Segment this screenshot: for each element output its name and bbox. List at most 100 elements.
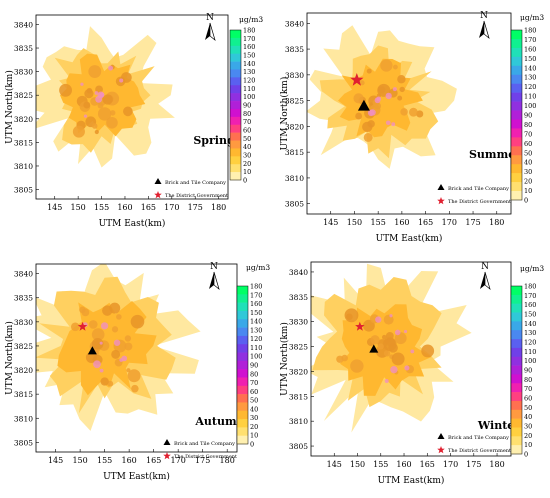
colorbar-tick-label: 10 (524, 441, 532, 449)
colorbar-segment (230, 61, 241, 70)
contour-hotspot-high (93, 360, 101, 369)
colorbar-segment (511, 164, 522, 174)
x-tick-label: 155 (97, 456, 112, 465)
colorbar-segment (511, 312, 522, 322)
colorbar-tick-label: 120 (524, 339, 536, 347)
y-tick-label: 3810 (285, 174, 304, 183)
colorbar-tick-label: 50 (250, 397, 258, 405)
government-marker (355, 321, 365, 331)
colorbar-segment (230, 116, 241, 126)
colorbar-tick-label: 140 (524, 320, 536, 328)
y-tick-label: 3830 (14, 68, 33, 77)
contour-hotspot (350, 359, 364, 373)
colorbar-segment (237, 394, 248, 403)
contour-hotspot (124, 335, 132, 342)
contour-hotspot (353, 93, 364, 104)
red-star-icon (154, 191, 162, 199)
colorbar-frame (236, 285, 249, 445)
colorbar-segment (511, 74, 522, 84)
x-tick-label: 165 (146, 456, 161, 465)
colorbar-segment (237, 369, 248, 378)
colorbar-tick-label: 110 (524, 93, 536, 101)
contour-hotspot (91, 338, 104, 350)
contour-hotspot-high (410, 349, 415, 354)
y-tick-label: 3805 (289, 442, 308, 451)
colorbar-tick-label: 150 (243, 52, 255, 60)
y-tick-label: 3835 (289, 293, 308, 302)
x-tick-label: 175 (188, 203, 203, 212)
contour-hotspot (100, 377, 109, 386)
red-star-icon (437, 197, 445, 205)
x-tick-label: 150 (72, 456, 87, 465)
x-tick-label: 145 (327, 460, 342, 469)
north-label: N (210, 262, 218, 272)
colorbar-segment (511, 92, 522, 102)
north-arrow-icon (479, 21, 484, 38)
y-tick-label: 3825 (14, 91, 33, 100)
contour-hotspot (123, 106, 133, 117)
colorbar-tick-label: 180 (524, 283, 536, 291)
colorbar-unit: μg/m3 (520, 264, 544, 273)
y-tick-label: 3815 (285, 148, 304, 157)
colorbar-segment (230, 108, 241, 118)
colorbar-segment (237, 302, 248, 312)
season-title: Autumn (194, 415, 244, 428)
colorbar-unit: μg/m3 (520, 13, 544, 22)
contour-hotspot-high (375, 316, 382, 323)
concentration-contours (311, 263, 472, 433)
colorbar-tick-label: 140 (524, 64, 536, 72)
colorbar-segment (511, 56, 522, 67)
north-arrow-icon (209, 22, 216, 41)
y-tick-label: 3825 (285, 97, 304, 106)
colorbar-segment (511, 303, 522, 313)
colorbar-segment (230, 85, 241, 94)
colorbar-tick-label: 30 (243, 152, 251, 160)
contour-hotspot-high (83, 114, 88, 118)
black-triangle-icon (163, 439, 171, 445)
colorbar-segment (511, 392, 522, 402)
x-tick-label: 145 (323, 218, 338, 227)
colorbar-unit: μg/m3 (246, 263, 270, 272)
colorbar-segment (237, 310, 248, 320)
y-tick-label: 3840 (14, 20, 33, 29)
y-tick-label: 3820 (14, 115, 33, 124)
colorbar-tick-label: 50 (524, 149, 532, 157)
colorbar-segment (230, 164, 241, 173)
contour-hotspot (83, 101, 91, 109)
colorbar-segment (511, 173, 522, 183)
x-tick-label: 145 (48, 456, 63, 465)
colorbar-tick-label: 100 (243, 93, 255, 101)
contour-hotspot (359, 80, 365, 86)
colorbar-tick-label: 170 (243, 35, 255, 43)
colorbar-tick-label: 70 (243, 118, 251, 126)
contour-hotspot-high (403, 329, 408, 334)
colorbar-tick-label: 110 (243, 85, 255, 93)
colorbar-segment (511, 365, 522, 375)
contour-hotspot (386, 337, 396, 347)
x-tick-label: 155 (371, 218, 386, 227)
legend-brick-label: Brick and Tile Company (448, 435, 509, 441)
y-tick-label: 3810 (14, 414, 33, 423)
x-tick-label: 180 (220, 456, 235, 465)
colorbar-tick-label: 120 (243, 77, 255, 85)
contour-hotspot-high (390, 365, 398, 374)
black-triangle-icon (437, 433, 445, 439)
black-triangle-icon (437, 184, 445, 190)
contour-hotspot (377, 343, 384, 350)
y-tick-label: 3815 (14, 390, 33, 399)
colorbar-frame (229, 29, 242, 181)
colorbar-tick-label: 60 (250, 388, 258, 396)
contour-hotspot (421, 344, 435, 358)
contour-hotspot-high (100, 322, 109, 330)
colorbar-segment (511, 38, 522, 49)
colorbar-tick-label: 40 (243, 143, 251, 151)
colorbar-tick-label: 100 (524, 357, 536, 365)
y-tick-label: 3810 (289, 417, 308, 426)
colorbar-segment (230, 101, 241, 110)
colorbar-segment (230, 69, 241, 78)
legend-government-label: The District Government (174, 454, 237, 460)
colorbar-tick-label: 10 (250, 432, 258, 440)
contour-hotspot (383, 350, 391, 357)
colorbar-tick-label: 0 (243, 177, 247, 185)
contour-hotspot-high (94, 91, 99, 95)
